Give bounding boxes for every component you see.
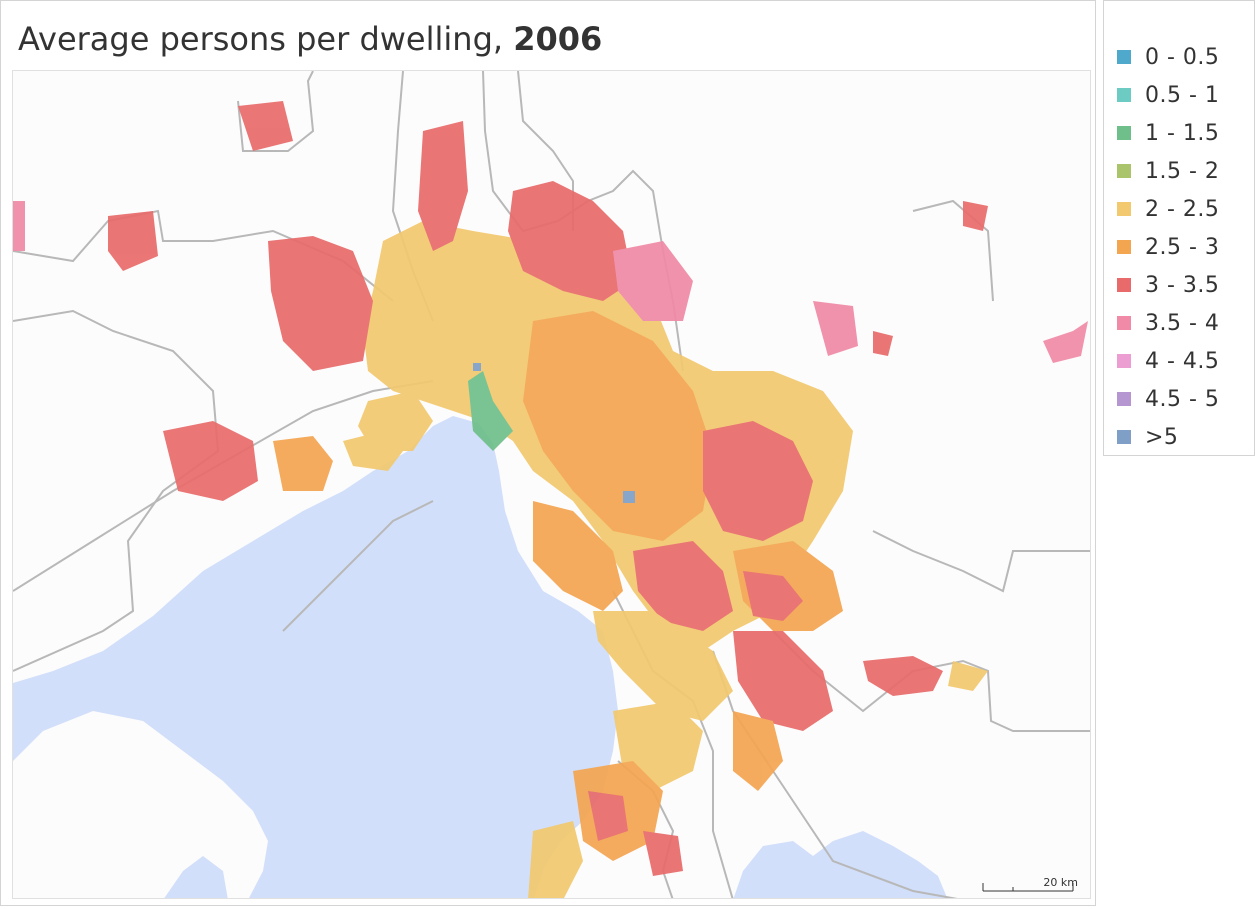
page-title: Average persons per dwelling, 2006: [18, 19, 602, 59]
map-view[interactable]: 20 km: [12, 70, 1091, 899]
urban-fabric: [13, 101, 1088, 898]
legend-item[interactable]: >5: [1117, 422, 1178, 452]
legend-swatch: [1117, 50, 1131, 64]
legend-label: 1 - 1.5: [1145, 120, 1220, 146]
legend-label: 4 - 4.5: [1145, 348, 1220, 374]
legend-label: 0 - 0.5: [1145, 44, 1220, 70]
title-year: 2006: [513, 20, 603, 58]
legend-label: 4.5 - 5: [1145, 386, 1220, 412]
legend-panel: 0 - 0.5 0.5 - 1 1 - 1.5 1.5 - 2 2 - 2.5 …: [1103, 0, 1255, 456]
legend-item[interactable]: 0 - 0.5: [1117, 42, 1219, 72]
legend-label: 1.5 - 2: [1145, 158, 1220, 184]
peninsula-land: [13, 711, 268, 898]
legend-swatch: [1117, 392, 1131, 406]
legend-swatch: [1117, 354, 1131, 368]
legend-item[interactable]: 4.5 - 5: [1117, 384, 1219, 414]
legend-swatch: [1117, 88, 1131, 102]
legend-item[interactable]: 3 - 3.5: [1117, 270, 1219, 300]
legend-label: >5: [1145, 424, 1179, 450]
legend-item[interactable]: 0.5 - 1: [1117, 80, 1219, 110]
legend-swatch: [1117, 240, 1131, 254]
map-panel: Average persons per dwelling, 2006: [0, 0, 1096, 906]
legend-swatch: [1117, 278, 1131, 292]
legend-item[interactable]: 3.5 - 4: [1117, 308, 1219, 338]
legend-swatch: [1117, 202, 1131, 216]
map-canvas[interactable]: [13, 71, 1091, 899]
legend-swatch: [1117, 430, 1131, 444]
legend-label: 2 - 2.5: [1145, 196, 1220, 222]
title-text: Average persons per dwelling,: [18, 20, 514, 58]
legend-label: 3.5 - 4: [1145, 310, 1220, 336]
legend-swatch: [1117, 126, 1131, 140]
legend-item[interactable]: 4 - 4.5: [1117, 346, 1219, 376]
peninsula-bay-inset: [164, 856, 228, 898]
legend-item[interactable]: 1 - 1.5: [1117, 118, 1219, 148]
legend-label: 2.5 - 3: [1145, 234, 1220, 260]
scale-bar: [982, 883, 1074, 892]
legend-item[interactable]: 2 - 2.5: [1117, 194, 1219, 224]
legend-item[interactable]: 1.5 - 2: [1117, 156, 1219, 186]
legend-label: 3 - 3.5: [1145, 272, 1220, 298]
western-port-water: [733, 831, 948, 898]
scale-label: 20 km: [1043, 876, 1078, 889]
legend-swatch: [1117, 164, 1131, 178]
legend-item[interactable]: 2.5 - 3: [1117, 232, 1219, 262]
legend-label: 0.5 - 1: [1145, 82, 1220, 108]
legend-swatch: [1117, 316, 1131, 330]
